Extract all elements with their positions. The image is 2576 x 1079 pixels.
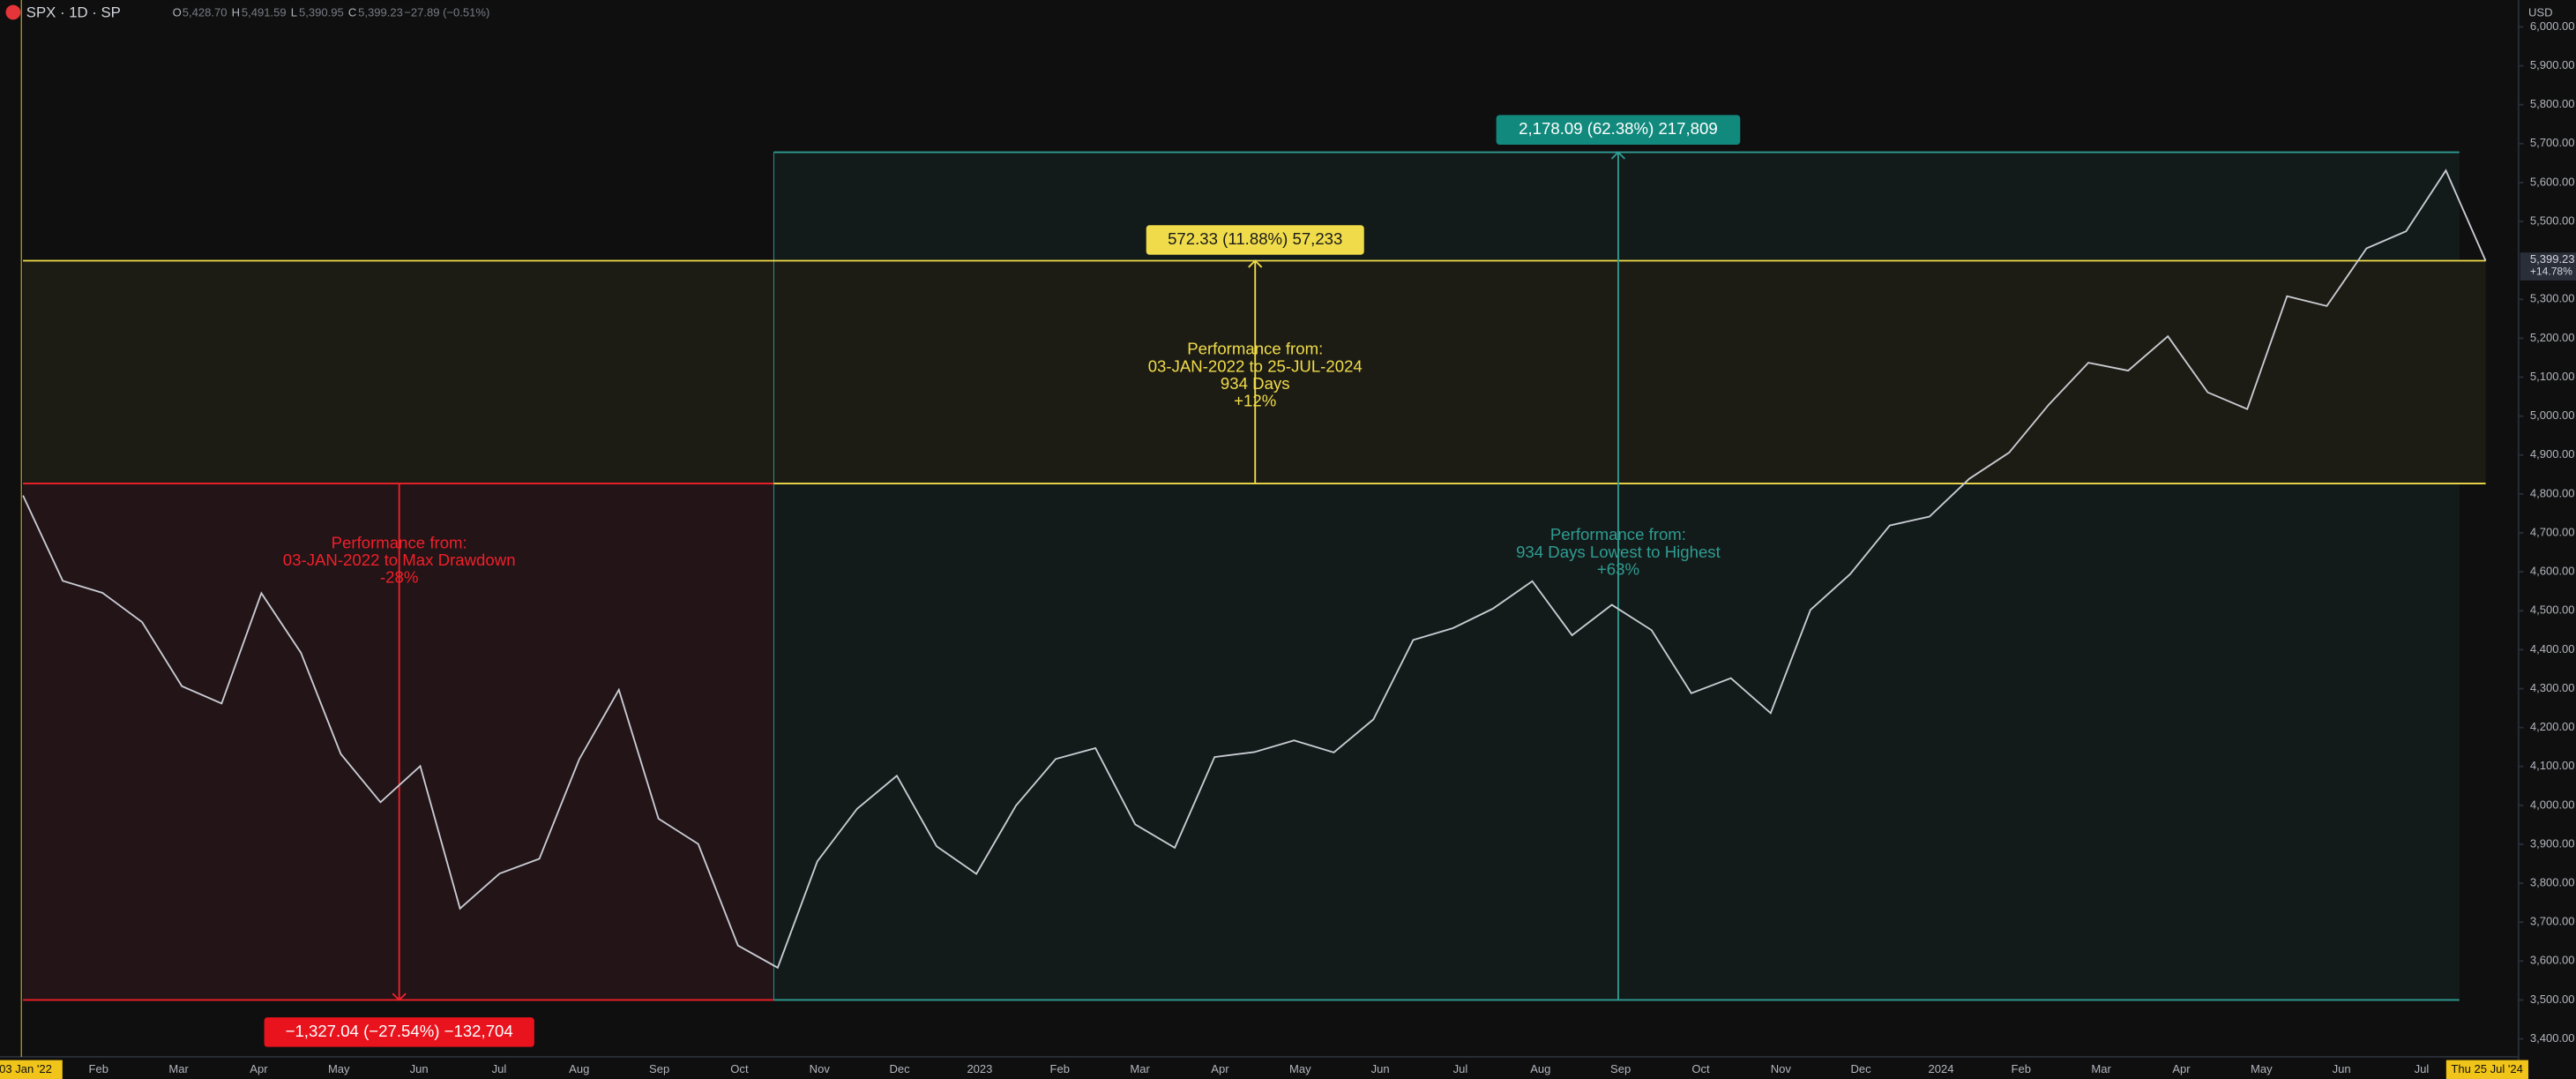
y-tick-label: 6,000.00	[2530, 19, 2575, 33]
y-tick-label: 5,900.00	[2530, 58, 2575, 71]
y-tick-label: 4,400.00	[2530, 642, 2575, 656]
y-tick-label: 3,700.00	[2530, 915, 2575, 928]
x-tick-label: Aug	[1530, 1062, 1550, 1075]
y-tick-label: 4,900.00	[2530, 447, 2575, 461]
ohlc-value: 5,399.23	[358, 5, 403, 19]
y-tick-label: 5,500.00	[2530, 214, 2575, 227]
start-tag	[0, 1060, 63, 1079]
y-tick-label: 3,800.00	[2530, 876, 2575, 889]
ohlc-value: 5,390.95	[299, 5, 344, 19]
total-note: 934 Days	[1221, 374, 1290, 393]
x-tick-label: 2023	[967, 1062, 992, 1075]
y-tick-label: 3,500.00	[2530, 993, 2575, 1006]
y-tick-label: 5,200.00	[2530, 331, 2575, 344]
x-tick-label: Jun	[2333, 1062, 2351, 1075]
total-label: 572.33 (11.88%) 57,233	[1168, 229, 1342, 248]
symbol: SPX · 1D · SP	[26, 4, 121, 20]
total-label-bg	[1146, 225, 1364, 255]
y-tick-label: 4,500.00	[2530, 603, 2575, 617]
y-tick-label: 4,600.00	[2530, 565, 2575, 578]
x-tick-label: Mar	[1130, 1062, 1150, 1075]
drawdown-label: −1,327.04 (−27.54%) −132,704	[286, 1022, 513, 1040]
y-tick-label: 5,100.00	[2530, 370, 2575, 383]
drawdown-label-bg	[264, 1017, 534, 1047]
rally-note: +63%	[1597, 559, 1639, 578]
x-tick-label: Apr	[250, 1062, 268, 1075]
last-price-tag	[2520, 252, 2576, 281]
ohlc-label: C	[348, 5, 356, 19]
x-tick-label: Jun	[410, 1062, 429, 1075]
drawdown-arrow-head	[392, 993, 407, 1001]
x-tick-label: Oct	[730, 1062, 749, 1075]
x-tick-label: Oct	[1691, 1062, 1710, 1075]
rally-note: Performance from:	[1550, 525, 1686, 543]
x-tick-label: Jul	[1453, 1062, 1468, 1075]
y-tick-label: 4,200.00	[2530, 720, 2575, 733]
x-tick-label: Jul	[492, 1062, 507, 1075]
y-tick-label: 3,900.00	[2530, 836, 2575, 850]
x-tick-label: Feb	[89, 1062, 108, 1075]
total-note: +12%	[1234, 391, 1276, 409]
x-tick-label: Feb	[1050, 1062, 1070, 1075]
ohlc-label: L	[291, 5, 297, 19]
last-change: +14.78%	[2530, 266, 2572, 278]
x-tick-label: Nov	[810, 1062, 831, 1075]
drawdown-area	[23, 483, 774, 1000]
x-tick-label: Feb	[2012, 1062, 2031, 1075]
x-tick-label: Mar	[2091, 1062, 2111, 1075]
currency: USD	[2528, 5, 2553, 19]
x-tick-label: Sep	[1610, 1062, 1631, 1075]
rally-label-bg	[1496, 115, 1741, 145]
y-tick-label: 5,300.00	[2530, 292, 2575, 305]
rally-arrow-head	[1610, 151, 1626, 160]
drawdown-note: Performance from:	[332, 534, 467, 552]
y-tick-label: 3,600.00	[2530, 954, 2575, 967]
x-tick-label: Apr	[2172, 1062, 2191, 1075]
x-tick-label: Apr	[1211, 1062, 1229, 1075]
x-tick-label: Dec	[890, 1062, 911, 1075]
rally-label: 2,178.09 (62.38%) 217,809	[1519, 119, 1718, 138]
end-tag	[2445, 1060, 2528, 1079]
y-tick-label: 5,800.00	[2530, 97, 2575, 110]
x-tick-label: Jun	[1371, 1062, 1390, 1075]
end-date: Thu 25 Jul '24	[2451, 1062, 2522, 1075]
x-tick-label: Sep	[649, 1062, 669, 1075]
x-tick-label: Jul	[2415, 1062, 2430, 1075]
drawdown-note: -28%	[380, 568, 418, 587]
y-tick-label: 5,700.00	[2530, 136, 2575, 149]
ohlc-change: −27.89 (−0.51%)	[404, 5, 489, 19]
symbol-icon	[5, 4, 21, 20]
y-tick-label: 5,000.00	[2530, 408, 2575, 422]
y-tick-label: 5,600.00	[2530, 175, 2575, 188]
ohlc-label: H	[232, 5, 240, 19]
total-note: Performance from:	[1187, 340, 1323, 358]
x-tick-label: May	[2251, 1062, 2273, 1075]
y-tick-label: 4,000.00	[2530, 798, 2575, 811]
total-note: 03-JAN-2022 to 25-JUL-2024	[1148, 356, 1363, 375]
x-tick-label: May	[1289, 1062, 1311, 1075]
ohlc-value: 5,491.59	[242, 5, 287, 19]
ohlc-value: 5,428.70	[183, 5, 228, 19]
y-tick-label: 4,800.00	[2530, 486, 2575, 499]
y-tick-label: 3,400.00	[2530, 1031, 2575, 1045]
x-tick-label: 2024	[1928, 1062, 1953, 1075]
start-date: Mon 03 Jan '22	[0, 1062, 52, 1075]
last-price: 5,399.23	[2530, 252, 2575, 266]
drawdown-note: 03-JAN-2022 to Max Drawdown	[283, 551, 516, 569]
x-tick-label: May	[328, 1062, 350, 1075]
x-tick-label: Aug	[569, 1062, 589, 1075]
y-tick-label: 4,700.00	[2530, 525, 2575, 538]
total-arrow-head	[1248, 259, 1263, 268]
y-tick-label: 4,100.00	[2530, 759, 2575, 772]
price-line	[22, 169, 2487, 970]
x-tick-label: Mar	[168, 1062, 189, 1075]
x-tick-label: Nov	[1771, 1062, 1792, 1075]
x-tick-label: Dec	[1851, 1062, 1872, 1075]
ohlc-label: O	[173, 5, 182, 19]
y-tick-label: 4,300.00	[2530, 681, 2575, 694]
rally-note: 934 Days Lowest to Highest	[1516, 543, 1721, 561]
